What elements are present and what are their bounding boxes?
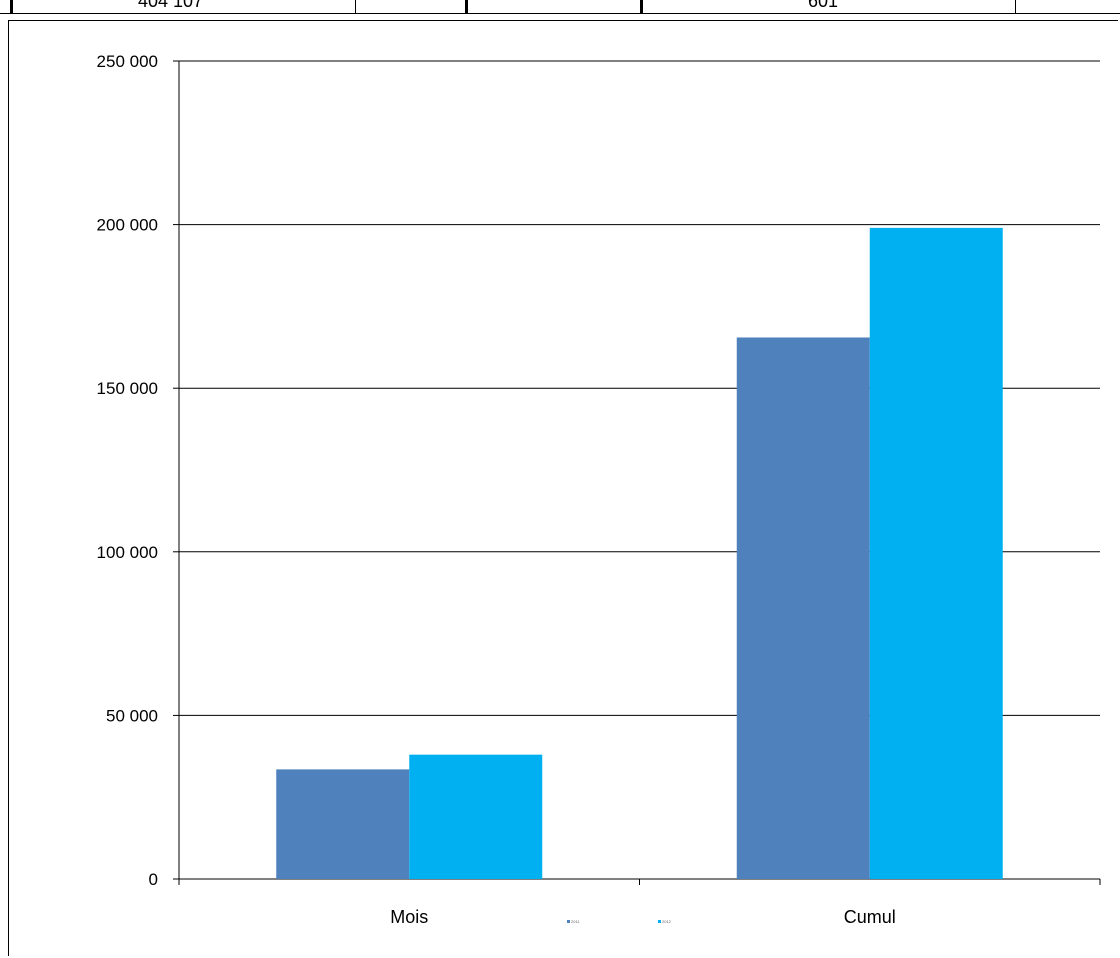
legend-swatch [658, 920, 661, 923]
bar [869, 227, 1003, 879]
table-row-fragment: 404 107 601 [0, 0, 1120, 14]
legend-swatch [567, 920, 570, 923]
table-cell: 601 [808, 0, 839, 11]
y-tick-label: 0 [149, 870, 158, 889]
row-divider [0, 13, 1120, 14]
cell-border [640, 0, 643, 14]
x-category-label: Mois [390, 907, 428, 927]
table-cell: 404 107 [138, 0, 204, 11]
bar [736, 337, 870, 879]
y-tick-label: 150 000 [97, 379, 158, 398]
x-category-label: Cumul [844, 907, 896, 927]
cell-border [465, 0, 468, 14]
bar [409, 754, 543, 879]
bar [276, 769, 410, 879]
cell-border [1015, 0, 1016, 14]
y-tick-label: 250 000 [97, 52, 158, 71]
y-tick-label: 100 000 [97, 543, 158, 562]
legend-label: 2012 [662, 919, 672, 924]
y-tick-label: 200 000 [97, 216, 158, 235]
legend-label: 2011 [571, 919, 580, 924]
y-tick-label: 50 000 [106, 706, 158, 725]
chart-area [8, 20, 1118, 956]
cell-border [355, 0, 356, 14]
cell-border [10, 0, 13, 14]
